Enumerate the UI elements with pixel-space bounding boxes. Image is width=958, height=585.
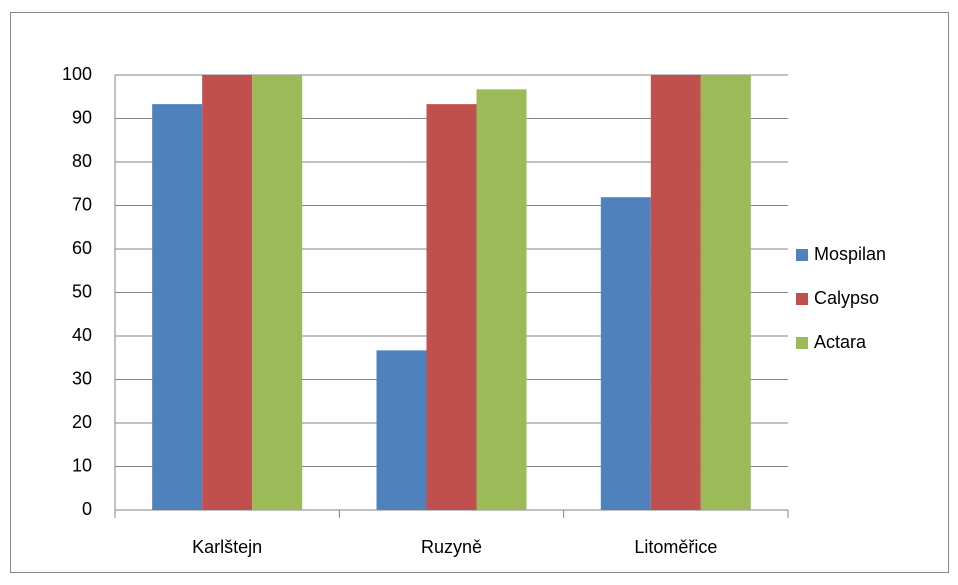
bar xyxy=(152,104,203,511)
bar xyxy=(202,75,253,510)
y-tick-label: 0 xyxy=(82,499,92,519)
y-tick-label: 50 xyxy=(72,281,92,301)
legend-label: Calypso xyxy=(814,288,879,308)
bar xyxy=(650,75,701,510)
bar xyxy=(700,75,751,510)
x-tick-label: Ruzyně xyxy=(421,537,482,557)
y-tick-label: 70 xyxy=(72,194,92,214)
legend-label: Mospilan xyxy=(814,244,886,264)
x-tick-label: Karlštejn xyxy=(192,537,262,557)
y-tick-label: 60 xyxy=(72,238,92,258)
bar xyxy=(376,350,427,510)
y-tick-label: 40 xyxy=(72,325,92,345)
legend-swatch xyxy=(796,249,808,261)
legend-swatch xyxy=(796,293,808,305)
bar xyxy=(476,89,527,510)
y-tick-label: 30 xyxy=(72,368,92,388)
y-tick-label: 90 xyxy=(72,107,92,127)
bar xyxy=(426,104,477,511)
legend-label: Actara xyxy=(814,332,867,352)
y-tick-label: 80 xyxy=(72,151,92,171)
x-tick-label: Litoměřice xyxy=(634,537,717,557)
y-tick-label: 10 xyxy=(72,455,92,475)
legend-swatch xyxy=(796,337,808,349)
bar xyxy=(600,197,651,511)
bar xyxy=(252,75,303,510)
y-tick-label: 20 xyxy=(72,412,92,432)
y-tick-label: 100 xyxy=(62,64,92,84)
